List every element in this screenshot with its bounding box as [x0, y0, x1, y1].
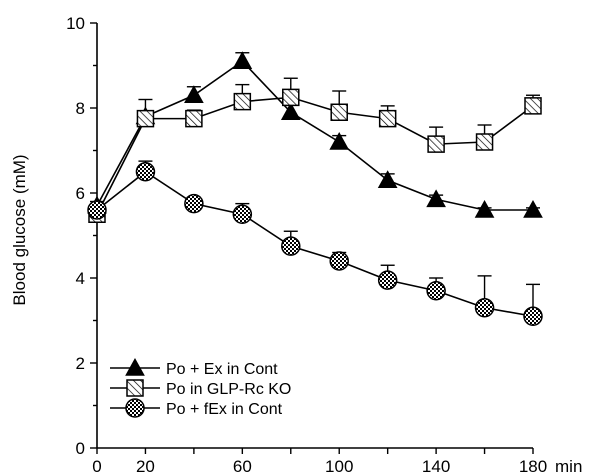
y-tick-label: 0	[76, 439, 85, 458]
y-axis-label: Blood glucose (mM)	[10, 154, 29, 305]
data-point	[184, 85, 204, 103]
legend-marker	[125, 357, 145, 376]
series-line	[96, 170, 534, 318]
data-point	[377, 270, 398, 290]
legend-entry: Po + Ex in Cont	[110, 357, 278, 378]
legend-label: Po + Ex in Cont	[166, 361, 278, 378]
y-tick-label: 4	[76, 269, 85, 288]
data-point	[523, 306, 543, 326]
legend-label: Po + fEx in Cont	[166, 401, 283, 418]
data-point	[426, 281, 446, 301]
x-tick-label: 180	[519, 457, 547, 474]
data-point	[87, 200, 107, 220]
plot-area	[87, 51, 543, 326]
legend-entry: Po in GLP-Rc KO	[110, 379, 291, 398]
x-tick-label: 60	[233, 457, 252, 474]
data-point	[378, 109, 397, 128]
y-tick-label: 10	[66, 14, 85, 33]
data-point	[524, 97, 542, 115]
series-2	[88, 77, 542, 223]
data-point	[232, 204, 253, 224]
data-point	[185, 109, 203, 128]
legend: Po + Ex in Cont Po in GLP-Rc KO Po + fEx i…	[110, 357, 291, 418]
data-point	[281, 236, 301, 256]
data-point	[474, 199, 495, 218]
legend-entry: Po + fEx in Cont	[110, 398, 283, 418]
data-point	[136, 109, 155, 128]
data-point	[523, 199, 543, 218]
series-line	[96, 96, 534, 215]
data-point	[280, 102, 301, 120]
data-point	[329, 251, 349, 271]
data-point	[330, 103, 348, 121]
x-tick-label: 0	[92, 457, 101, 474]
x-axis-unit: min	[555, 457, 582, 474]
legend-label: Po in GLP-Rc KO	[166, 381, 291, 398]
data-point	[426, 189, 446, 208]
y-tick-label: 8	[76, 99, 85, 118]
series-line	[96, 60, 533, 211]
legend-marker	[126, 379, 144, 397]
data-point	[329, 131, 350, 150]
data-point	[474, 298, 495, 318]
legend-marker	[125, 398, 145, 418]
data-point	[377, 170, 398, 188]
x-tick-label: 20	[136, 457, 155, 474]
x-tick-label: 100	[325, 457, 353, 474]
data-point	[184, 193, 204, 214]
x-tick-label: 140	[422, 457, 450, 474]
series-3	[87, 160, 543, 326]
y-tick-label: 6	[76, 184, 85, 203]
data-point	[232, 51, 253, 69]
y-tick-label: 2	[76, 354, 85, 373]
data-point	[233, 92, 252, 111]
data-point	[282, 88, 300, 107]
series-1	[87, 51, 543, 218]
data-point	[427, 135, 445, 153]
data-point	[475, 133, 494, 151]
data-point	[135, 162, 156, 182]
